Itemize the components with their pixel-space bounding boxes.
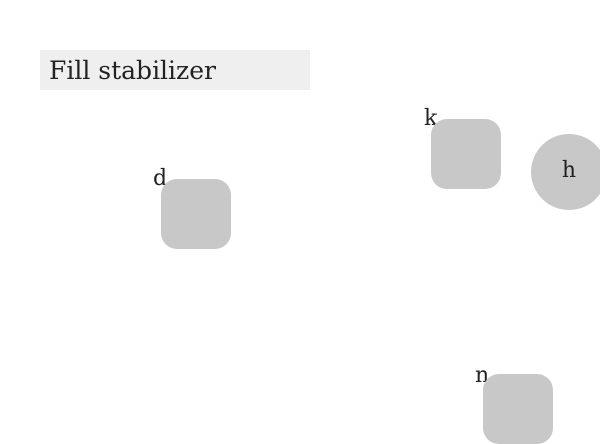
title-bar: Fill stabilizer: [40, 50, 310, 90]
node-d[interactable]: [161, 179, 231, 249]
page-title: Fill stabilizer: [49, 58, 216, 83]
node-k[interactable]: [431, 119, 501, 189]
node-h[interactable]: h: [531, 134, 600, 210]
node-n[interactable]: [483, 374, 553, 444]
node-h-label: h: [562, 160, 576, 182]
